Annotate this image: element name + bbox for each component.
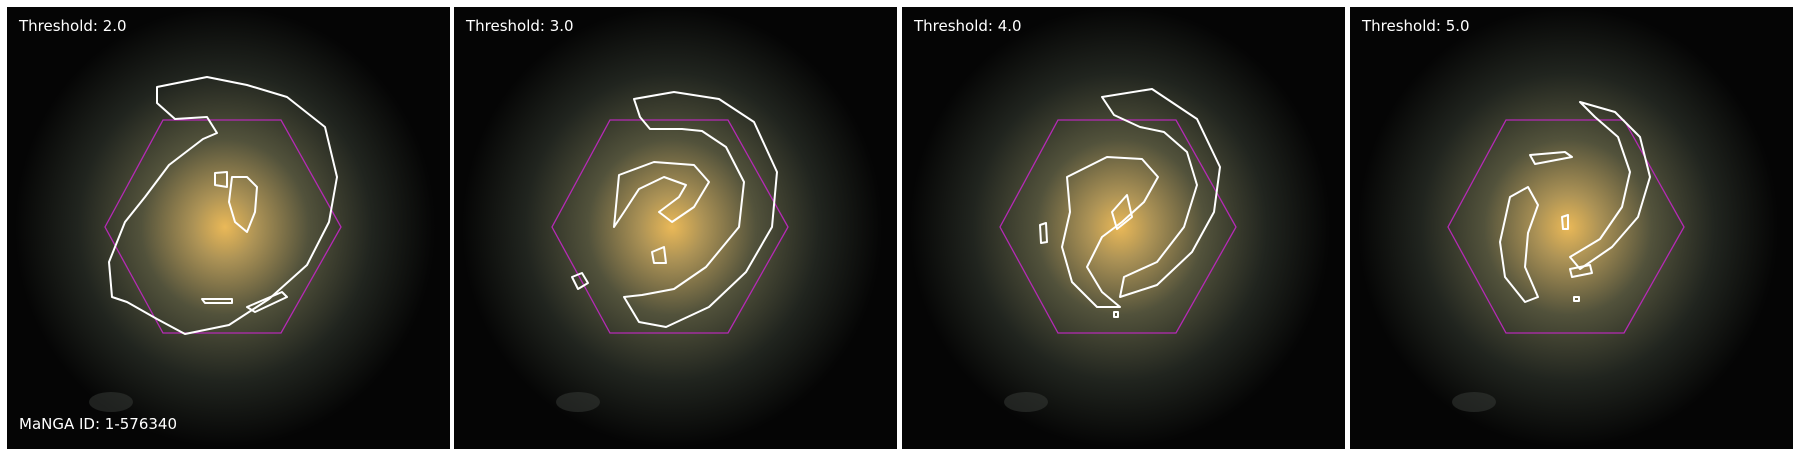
galaxy-panel-threshold-4: Threshold: 4.0 — [902, 7, 1345, 449]
contour-fragment — [246, 291, 288, 313]
galaxy-image-4 — [1350, 7, 1793, 449]
galaxy-glow — [462, 7, 882, 447]
contour-fragment — [1573, 296, 1580, 302]
contour-set — [1039, 88, 1221, 318]
contour-set — [1499, 101, 1651, 303]
contour-spiral-arm — [1061, 156, 1159, 308]
contour-fragment — [651, 246, 667, 264]
contour-fragment — [1039, 222, 1048, 244]
background-object — [89, 392, 133, 412]
contour-inner — [613, 161, 710, 228]
galaxy-image-1 — [7, 7, 450, 449]
galaxy-panel-threshold-5: Threshold: 5.0 — [1350, 7, 1793, 449]
contour-outer — [108, 76, 338, 335]
galaxy-glow — [15, 7, 435, 447]
contour-fragment — [201, 298, 233, 304]
threshold-label: Threshold: 5.0 — [1362, 17, 1470, 35]
galaxy-panel-threshold-3: Threshold: 3.0 — [454, 7, 897, 449]
contour-set — [571, 91, 778, 328]
galaxy-image-2 — [454, 7, 897, 449]
background-object — [1004, 392, 1048, 412]
ifu-hexagon-footprint — [551, 119, 789, 334]
background-object — [1452, 392, 1496, 412]
contour-fragment — [1569, 264, 1593, 278]
contour-spiral-arm — [1499, 186, 1539, 303]
contour-spiral-arm — [623, 91, 778, 328]
contour-set — [108, 76, 338, 335]
contour-fragment — [571, 272, 589, 290]
threshold-label: Threshold: 3.0 — [466, 17, 574, 35]
contour-inner — [228, 176, 258, 233]
contour-fragment — [214, 171, 228, 188]
contour-inner — [1561, 214, 1569, 230]
ifu-hexagon-footprint — [999, 119, 1237, 334]
threshold-label: Threshold: 2.0 — [19, 17, 127, 35]
contour-inner — [1111, 194, 1133, 230]
background-object — [556, 392, 600, 412]
contour-spiral-arm — [1101, 88, 1221, 298]
galaxy-panel-threshold-2: Threshold: 2.0 MaNGA ID: 1-576340 — [7, 7, 450, 449]
threshold-label: Threshold: 4.0 — [914, 17, 1022, 35]
manga-id-label: MaNGA ID: 1-576340 — [19, 415, 178, 433]
ifu-hexagon-footprint — [104, 119, 342, 334]
contour-spiral-arm — [1569, 101, 1651, 270]
contour-fragment — [1113, 311, 1119, 318]
galaxy-image-3 — [902, 7, 1345, 449]
contour-fragment — [1529, 151, 1573, 165]
